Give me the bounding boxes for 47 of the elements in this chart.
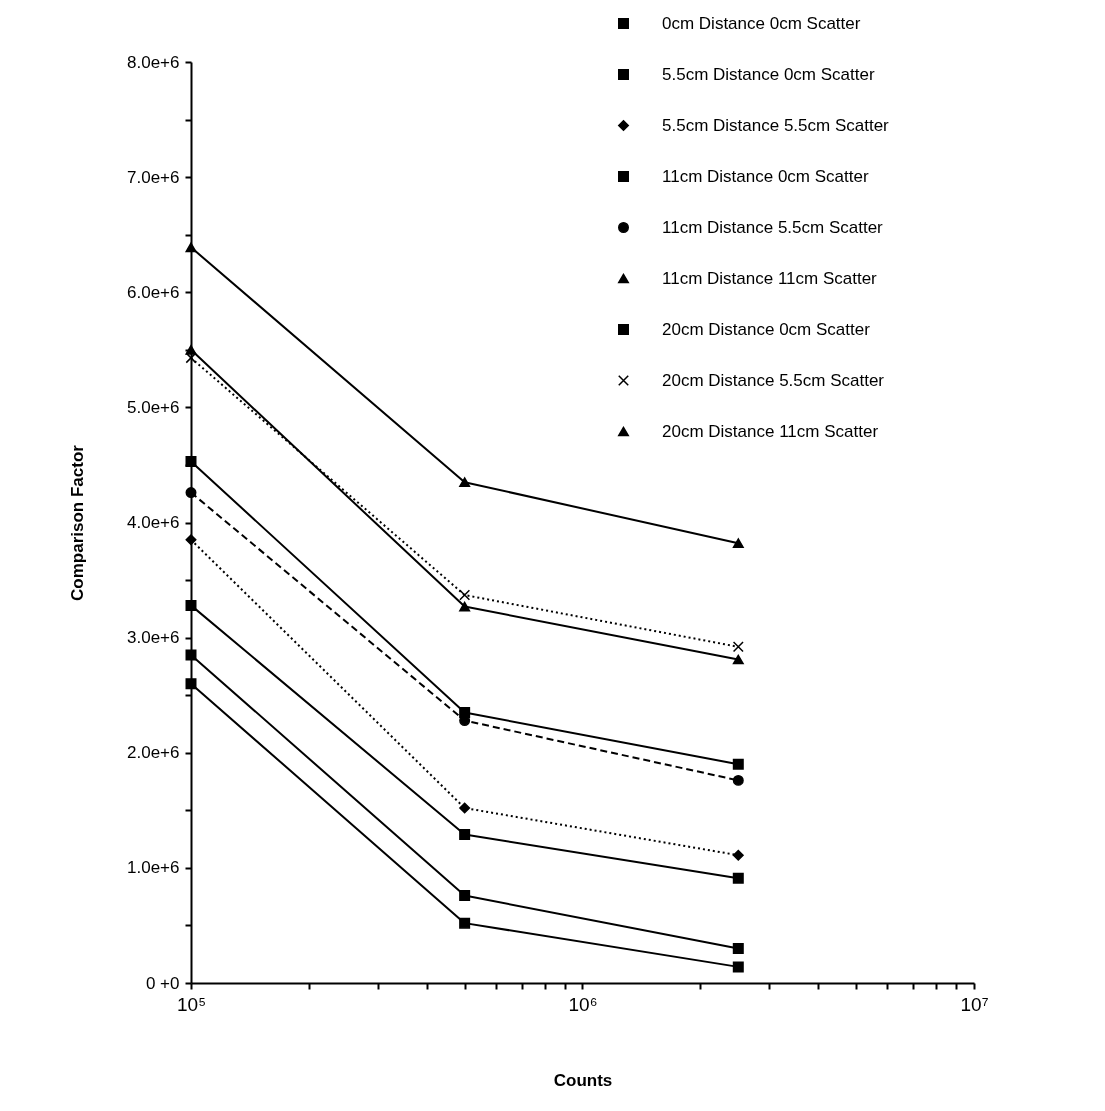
legend-label: 5.5cm Distance 0cm Scatter bbox=[662, 64, 875, 84]
y-tick-label: 8.0e+6 bbox=[127, 52, 180, 72]
y-tick-label: 3.0e+6 bbox=[127, 628, 180, 648]
point bbox=[185, 455, 197, 467]
x-tick-label: 10⁷ bbox=[960, 993, 989, 1015]
y-tick-label: 2.0e+6 bbox=[127, 743, 180, 763]
point bbox=[732, 849, 744, 861]
y-tick-label: 6.0e+6 bbox=[127, 282, 180, 302]
point bbox=[459, 589, 471, 601]
point bbox=[732, 641, 744, 653]
point bbox=[185, 649, 197, 661]
legend-label: 11cm Distance 0cm Scatter bbox=[662, 166, 869, 186]
point bbox=[185, 487, 197, 499]
x-axis-title: Counts bbox=[553, 1070, 613, 1090]
x-tick-label: 10⁵ bbox=[176, 993, 207, 1015]
point bbox=[732, 942, 744, 954]
y-tick-label: 1.0e+6 bbox=[127, 858, 180, 878]
point bbox=[732, 961, 744, 973]
legend-label: 11cm Distance 11cm Scatter bbox=[662, 268, 878, 288]
y-axis-title: Comparison Factor bbox=[68, 444, 88, 601]
point bbox=[459, 706, 471, 718]
point bbox=[459, 601, 471, 612]
x-tick-label: 10⁶ bbox=[568, 993, 598, 1015]
legend-label: 20cm Distance 11cm Scatter bbox=[662, 421, 879, 441]
point bbox=[185, 599, 197, 611]
legend-label: 20cm Distance 5.5cm Scatter bbox=[662, 370, 885, 390]
point bbox=[732, 538, 744, 549]
point bbox=[732, 758, 744, 770]
point bbox=[732, 872, 744, 884]
legend-label: 11cm Distance 5.5cm Scatter bbox=[662, 217, 884, 237]
y-tick-label: 5.0e+6 bbox=[127, 397, 180, 417]
legend-label: 5.5cm Distance 5.5cm Scatter bbox=[662, 115, 890, 135]
y-tick-label: 7.0e+6 bbox=[127, 167, 180, 187]
point bbox=[185, 678, 197, 690]
point bbox=[459, 829, 471, 840]
point bbox=[732, 654, 744, 665]
y-tick-label: 0 +0 bbox=[145, 973, 180, 993]
point bbox=[459, 917, 471, 929]
point bbox=[459, 890, 471, 901]
point bbox=[459, 477, 471, 488]
legend-label: 0cm Distance 0cm Scatter bbox=[662, 13, 861, 33]
point bbox=[185, 534, 197, 546]
legend-label: 20cm Distance 0cm Scatter bbox=[662, 319, 871, 339]
y-tick-label: 4.0e+6 bbox=[127, 513, 180, 532]
point bbox=[732, 774, 744, 786]
point bbox=[185, 242, 197, 253]
point bbox=[459, 802, 471, 814]
